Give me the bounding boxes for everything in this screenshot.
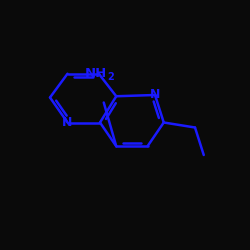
Text: N: N (150, 88, 160, 102)
Text: 2: 2 (107, 72, 114, 82)
Text: NH: NH (85, 67, 108, 80)
Text: N: N (62, 116, 73, 129)
